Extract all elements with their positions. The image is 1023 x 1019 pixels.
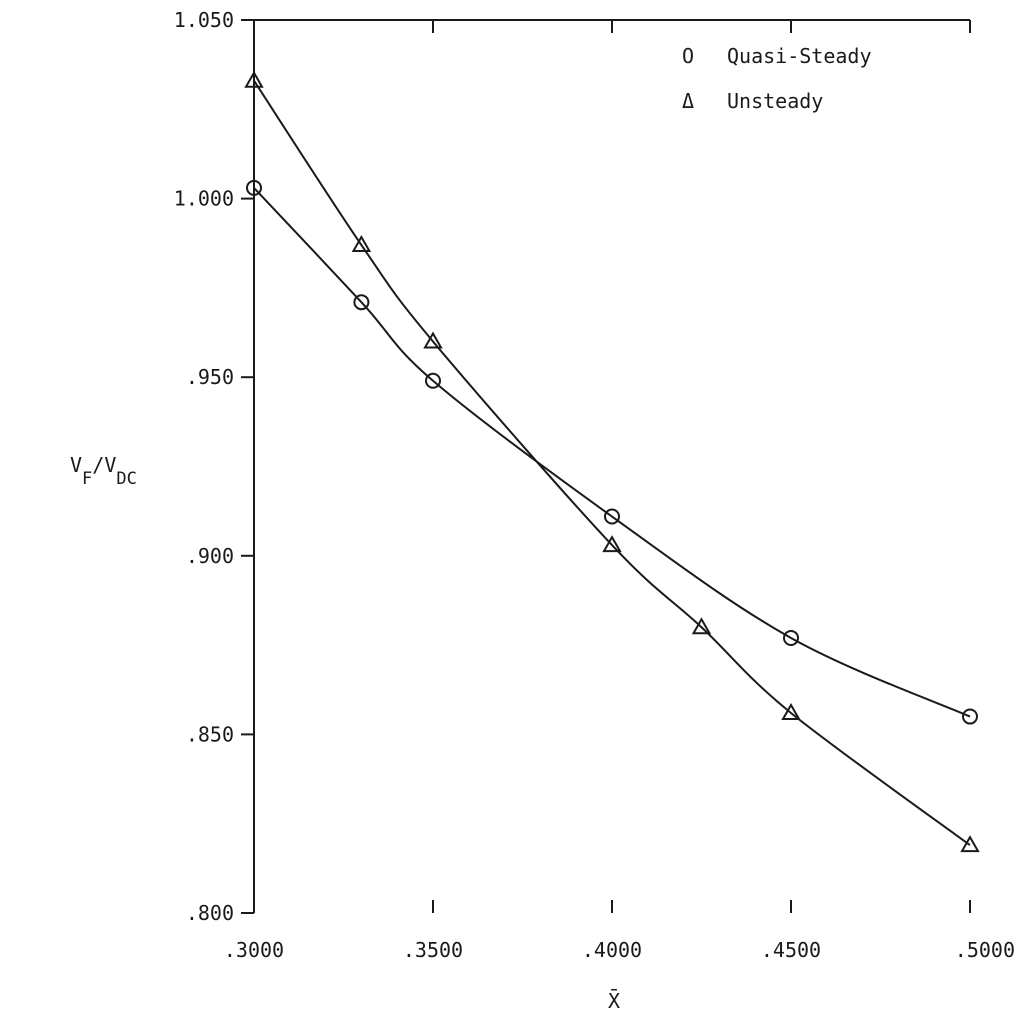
x-tick-label: .3000 [224, 938, 284, 962]
y-axis-label: VF/VDC [70, 453, 137, 489]
series-line-unsteady [253, 80, 971, 846]
legend: O Quasi-Steady Δ Unsteady [682, 44, 872, 113]
marker-quasi-steady [604, 508, 620, 525]
x-tick-label: .5000 [955, 938, 1015, 962]
marker-quasi-steady [783, 629, 799, 646]
legend-symbol-quasi-steady: O [682, 44, 694, 68]
y-tick-label: .900 [186, 544, 234, 568]
y-tick-label: .850 [186, 722, 234, 746]
y-tick-label: 1.000 [174, 187, 234, 211]
y-axis-label-v: V [70, 453, 82, 477]
marker-quasi-steady [425, 372, 441, 389]
marker-quasi-steady [962, 708, 978, 725]
marker-unsteady [351, 235, 372, 253]
x-tick-label: .4000 [582, 938, 642, 962]
y-axis-label-sub-f: F [82, 469, 92, 489]
legend-symbol-unsteady: Δ [682, 89, 694, 113]
axes [253, 19, 970, 913]
x-tick-label: .4500 [761, 938, 821, 962]
y-tick-label: .800 [186, 901, 234, 925]
marker-unsteady [781, 702, 801, 720]
marker-quasi-steady [246, 179, 262, 196]
y-tick-label: .950 [186, 365, 234, 389]
legend-label-quasi-steady: Quasi-Steady [727, 44, 872, 68]
x-axis-label: X̄ [608, 988, 620, 1013]
marker-unsteady [423, 331, 443, 349]
ticks: .800 .850 .900 .950 1.000 1.050 .3000 .3500 .400… [174, 8, 1015, 962]
y-axis-label-slash: /V [92, 453, 116, 477]
marker-quasi-steady [353, 294, 370, 311]
x-tick-label: .3500 [403, 938, 463, 962]
marker-unsteady [960, 835, 980, 853]
y-tick-label: 1.050 [174, 8, 234, 32]
marker-unsteady [244, 70, 264, 88]
series-lines [253, 80, 971, 846]
legend-label-unsteady: Unsteady [727, 89, 823, 113]
marker-unsteady [691, 617, 712, 635]
marker-unsteady [602, 535, 622, 553]
markers [244, 70, 980, 853]
y-axis-label-sub-dc: DC [116, 469, 136, 489]
series-line-quasi-steady [253, 187, 971, 718]
